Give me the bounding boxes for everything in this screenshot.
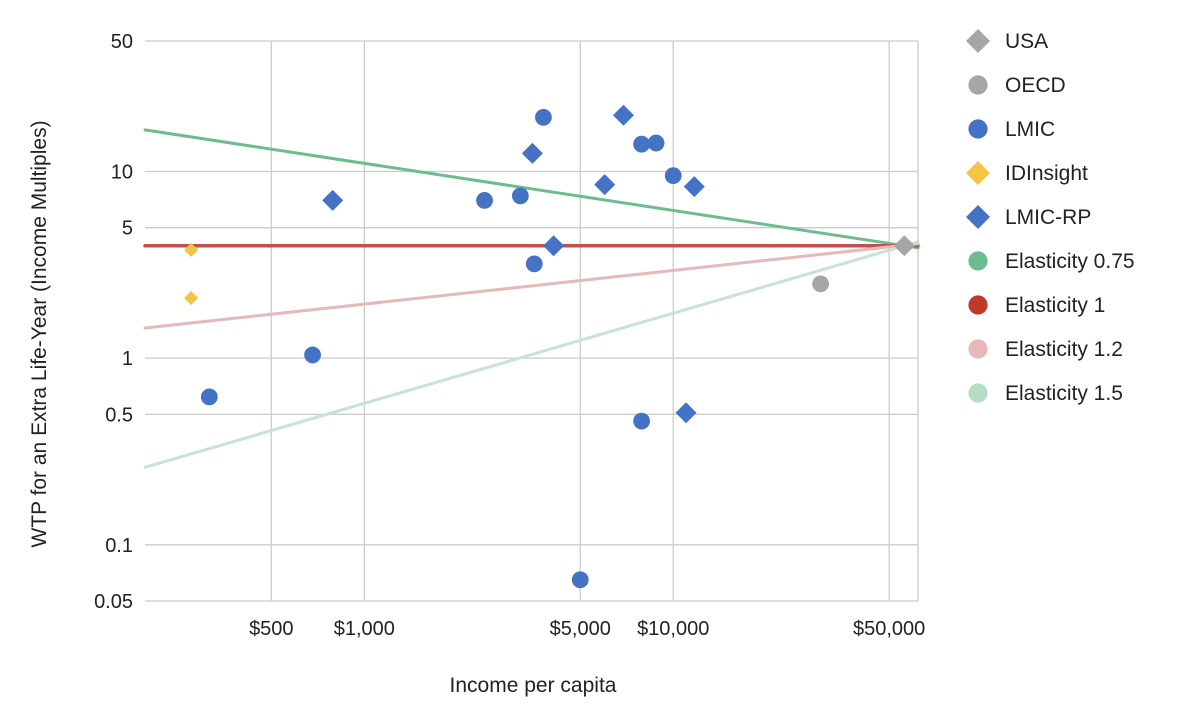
x-tick-labels: $500 $1,000 $5,000 $10,000 $50,000	[249, 618, 925, 640]
data-points	[184, 104, 915, 589]
point-lmic-1	[200, 388, 218, 406]
y-tick-1: 1	[122, 348, 133, 370]
point-lmic-3	[476, 191, 493, 209]
legend-swatch-lmic-rp	[966, 205, 990, 229]
point-lmic-9	[633, 135, 650, 153]
point-lmic-rp-6	[675, 402, 697, 424]
point-lmic-rp-4	[594, 174, 616, 196]
legend-swatch-elasticity-1-5	[968, 383, 988, 403]
point-lmic-5	[525, 255, 543, 273]
y-tick-5: 5	[122, 218, 133, 240]
legend-swatch-lmic	[968, 119, 988, 139]
x-tick-500: $500	[249, 618, 294, 640]
point-lmic-rp-3	[543, 235, 565, 257]
point-oecd-1	[812, 275, 830, 293]
line-elasticity-1-2	[143, 242, 920, 330]
point-lmic-2	[304, 346, 321, 364]
line-elasticity-1-5	[143, 240, 920, 469]
point-lmic-10	[647, 134, 665, 152]
chart-legend: USA OECD LMIC IDInsight LMIC-RP Elasticity 0.…	[966, 29, 1135, 405]
legend-item-oecd: OECD	[968, 74, 1066, 97]
y-tick-0-5: 0.5	[105, 404, 133, 426]
chart-grid	[145, 40, 919, 602]
y-tick-0-1: 0.1	[105, 535, 133, 557]
legend-item-usa: USA	[966, 29, 1048, 53]
legend-label-elasticity-1-2: Elasticity 1.2	[1005, 338, 1123, 361]
legend-swatch-elasticity-0-75	[968, 251, 988, 271]
point-usa-1	[893, 235, 915, 257]
legend-label-elasticity-0-75: Elasticity 0.75	[1005, 250, 1135, 273]
x-tick-5-000: $5,000	[550, 618, 611, 640]
legend-swatch-oecd	[968, 75, 988, 95]
y-tick-10: 10	[111, 161, 133, 183]
x-tick-50-000: $50,000	[853, 618, 925, 640]
y-tick-0-05: 0.05	[94, 591, 133, 613]
x-axis-label: Income per capita	[450, 674, 617, 697]
point-lmic-rp-5	[612, 104, 634, 126]
legend-item-lmic: LMIC	[968, 118, 1055, 141]
x-tick-1-000: $1,000	[334, 618, 395, 640]
point-idinsight-2	[184, 290, 199, 305]
point-lmic-8	[633, 412, 650, 430]
point-idinsight-1	[184, 242, 199, 257]
legend-item-elasticity-0-75: Elasticity 0.75	[968, 250, 1135, 273]
legend-item-lmic-rp: LMIC-RP	[966, 205, 1091, 229]
legend-item-elasticity-1: Elasticity 1	[968, 294, 1105, 317]
y-axis-label: WTP for an Extra Life-Year (Income Multi…	[28, 120, 51, 547]
x-tick-10-000: $10,000	[637, 618, 709, 640]
legend-label-oecd: OECD	[1005, 74, 1066, 97]
legend-label-lmic-rp: LMIC-RP	[1005, 206, 1091, 229]
point-lmic-rp-2	[521, 142, 543, 164]
line-elasticity-0-75	[143, 128, 920, 250]
point-lmic-7	[571, 571, 589, 589]
legend-swatch-usa	[966, 29, 990, 53]
legend-item-elasticity-1-5: Elasticity 1.5	[968, 382, 1123, 405]
legend-swatch-elasticity-1	[968, 295, 988, 315]
legend-swatch-elasticity-1-2	[968, 339, 988, 359]
point-lmic-11	[664, 167, 682, 185]
point-lmic-rp-1	[322, 189, 344, 211]
elasticity-lines	[143, 128, 920, 469]
legend-item-elasticity-1-2: Elasticity 1.2	[968, 338, 1123, 361]
legend-label-elasticity-1: Elasticity 1	[1005, 294, 1105, 317]
point-lmic-rp-7	[683, 176, 705, 198]
point-lmic-4	[511, 187, 529, 205]
legend-label-elasticity-1-5: Elasticity 1.5	[1005, 382, 1123, 405]
legend-label-usa: USA	[1005, 30, 1048, 53]
y-tick-labels: 0.05 0.1 0.5 1 5 10 50	[94, 31, 133, 613]
legend-label-idinsight: IDInsight	[1005, 162, 1088, 185]
legend-swatch-idinsight	[966, 161, 990, 185]
y-tick-50: 50	[111, 31, 133, 53]
point-lmic-6	[535, 108, 552, 126]
legend-item-idinsight: IDInsight	[966, 161, 1088, 185]
legend-label-lmic: LMIC	[1005, 118, 1055, 141]
